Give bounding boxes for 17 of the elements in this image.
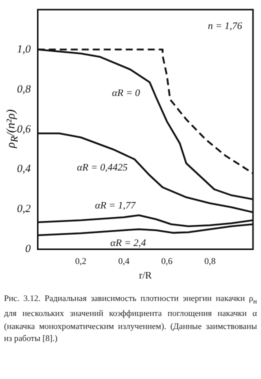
y-tick-label: 0 [25,243,32,256]
y-tick-label: 0,2 [17,203,32,216]
annotation: αR = 1,77 [94,200,137,212]
x-tick-label: 0,6 [161,256,174,266]
x-tick-label: 0,8 [204,256,216,266]
annotation: αR = 0,4425 [77,162,128,174]
annotation: n = 1,76 [208,20,242,32]
y-tick-label: 1,0 [17,43,32,56]
y-tick-label: 0,6 [17,123,32,136]
annotation: αR = 2,4 [110,238,146,249]
y-tick-label: 0,8 [17,83,32,96]
x-tick-label: 0,4 [118,256,130,266]
text: Рис. 3.12. Радиальная зависимость плотности энергии накачки ρ$_{н}$ для нескольких значений коэффициента поглощения накачки α (накачка монохроматическим излучением). (Данные заимствованы из работы [8].) [3,292,258,344]
x-axis-title: r/R [138,270,152,282]
y-tick-label: 0,4 [17,163,32,176]
annotation: αR = 0 [112,88,140,100]
x-tick-label: 0,2 [75,256,86,266]
